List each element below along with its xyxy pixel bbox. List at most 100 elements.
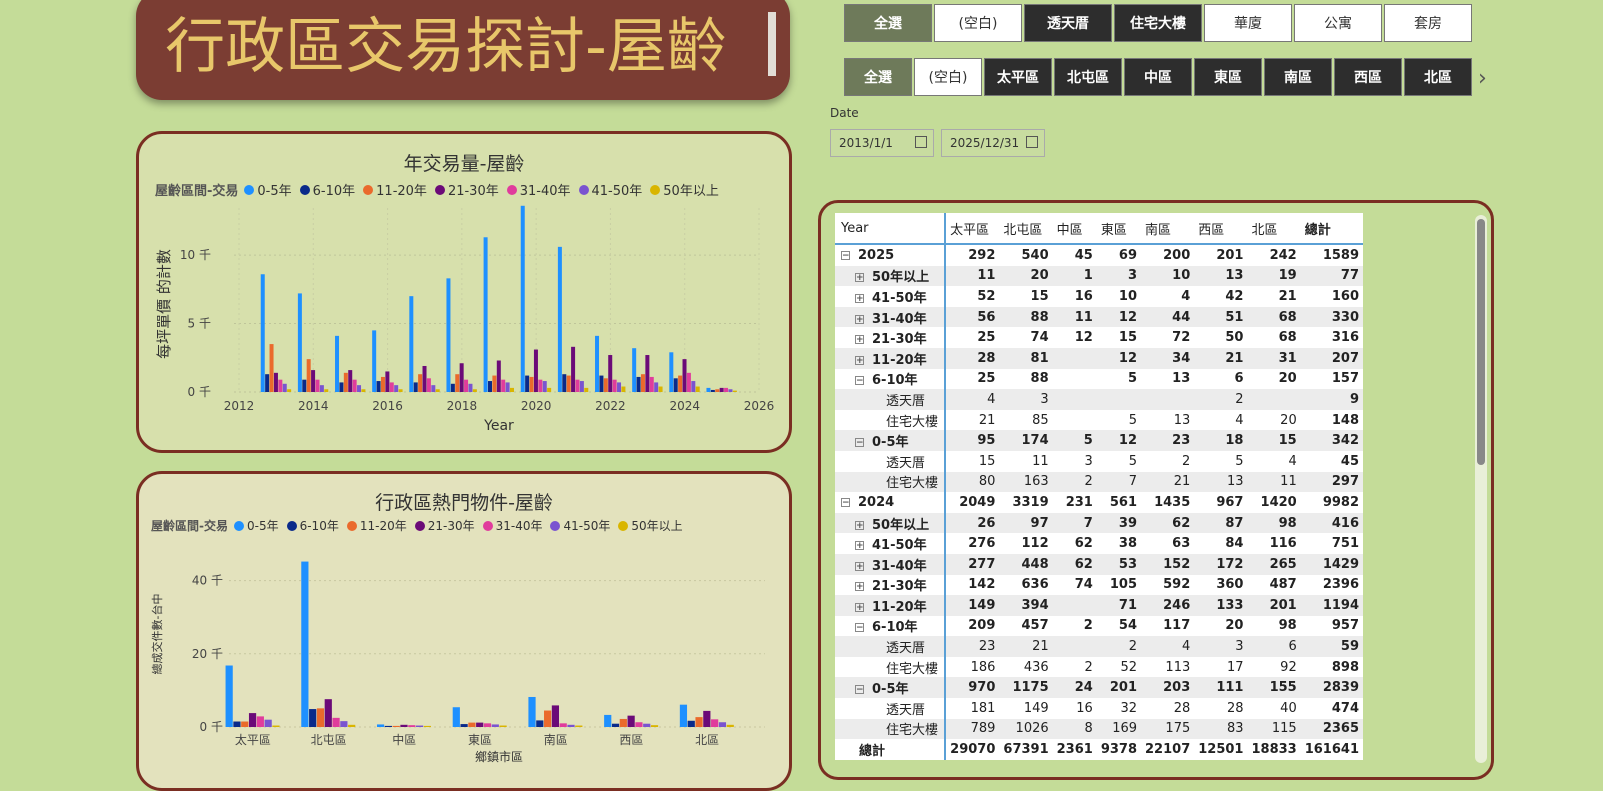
legend-item[interactable]: 0-5年 — [244, 180, 292, 199]
legend-item[interactable]: 21-30年 — [414, 517, 475, 534]
date-start-input[interactable]: 2013/1/1 — [830, 129, 934, 157]
expand-icon[interactable]: + — [855, 314, 864, 325]
bar-50年以上-2023 — [658, 386, 663, 392]
column-header[interactable]: 中區 — [1052, 213, 1097, 245]
legend-item[interactable]: 6-10年 — [299, 180, 355, 199]
bar-31-40年-2023 — [649, 376, 654, 392]
chevron-right-icon[interactable]: › — [1478, 66, 1487, 91]
expand-icon[interactable]: + — [855, 582, 864, 593]
district-slicer-option-4[interactable]: 中區 — [1124, 58, 1192, 96]
table-cell — [1141, 389, 1195, 410]
column-header[interactable]: 東區 — [1096, 213, 1142, 245]
table-cell — [1052, 347, 1097, 369]
column-header[interactable]: 南區 — [1141, 213, 1195, 245]
column-header[interactable]: 太平區 — [945, 213, 1000, 245]
collapse-icon[interactable]: − — [855, 685, 864, 696]
type-slicer-option-3[interactable]: 住宅大樓 — [1114, 4, 1202, 42]
column-header[interactable]: Year — [835, 213, 947, 245]
type-slicer-option-0[interactable]: 全選 — [844, 4, 932, 42]
collapse-icon[interactable]: − — [841, 497, 850, 508]
column-header[interactable]: 總計 — [1300, 213, 1363, 245]
column-header[interactable]: 北區 — [1247, 213, 1301, 245]
bar-41-50年-北區 — [718, 722, 727, 727]
collapse-icon[interactable]: − — [855, 376, 864, 387]
x-tick-label: 中區 — [392, 732, 416, 747]
expand-icon[interactable]: + — [855, 602, 864, 613]
table-cell: 68 — [1247, 306, 1301, 328]
legend-item[interactable]: 6-10年 — [286, 517, 339, 534]
calendar-icon[interactable] — [1026, 136, 1038, 148]
expand-icon[interactable]: + — [855, 520, 864, 531]
table-cell: 360 — [1216, 577, 1244, 593]
table-cell: 6 — [1234, 371, 1244, 387]
legend-item[interactable]: 11-20年 — [363, 180, 427, 199]
collapse-icon[interactable]: − — [841, 250, 850, 261]
bar-0-5年-中區 — [376, 724, 385, 727]
expand-icon[interactable]: + — [855, 541, 864, 552]
legend-item[interactable]: 41-50年 — [550, 517, 610, 534]
bar-21-30年-2017 — [422, 365, 427, 392]
column-header[interactable]: 北屯區 — [999, 213, 1053, 245]
table-row: −6-10年 209 457 2 54 117 20 98 957 — [835, 615, 1363, 637]
collapse-icon[interactable]: − — [855, 438, 864, 449]
expand-icon[interactable]: + — [855, 335, 864, 346]
district-slicer-option-0[interactable]: 全選 — [844, 58, 912, 96]
district-slicer-option-5[interactable]: 東區 — [1194, 58, 1262, 96]
expand-icon[interactable]: + — [855, 293, 864, 304]
row-label: 31-40年 — [872, 311, 927, 327]
district-slicer-option-2[interactable]: 太平區 — [984, 58, 1052, 96]
district-slicer-option-7[interactable]: 西區 — [1334, 58, 1402, 96]
type-slicer-option-4[interactable]: 華廈 — [1204, 4, 1292, 42]
row-label: 透天厝 — [886, 641, 926, 657]
type-slicer-option-6[interactable]: 套房 — [1384, 4, 1472, 42]
type-slicer-option-2[interactable]: 透天厝 — [1024, 4, 1112, 42]
legend-item[interactable]: 11-20年 — [346, 517, 407, 534]
bar-41-50年-2016 — [394, 385, 399, 392]
bar-31-40年-2014 — [315, 379, 320, 392]
bar-11-20年-太平區 — [241, 721, 249, 727]
column-header[interactable]: 西區 — [1194, 213, 1248, 245]
district-slicer-option-3[interactable]: 北屯區 — [1054, 58, 1122, 96]
table-cell: 15 — [1118, 330, 1138, 346]
table-cell: 448 — [999, 553, 1053, 575]
bar-31-40年-北區 — [711, 719, 719, 727]
legend-item[interactable]: 50年以上 — [650, 180, 719, 199]
row-header-cell: +31-40年 — [835, 306, 947, 328]
table-cell: 149 — [945, 595, 1000, 616]
table-row: +31-40年 56 88 11 12 44 51 68 330 — [835, 306, 1363, 328]
bar-21-30年-2013 — [273, 372, 278, 392]
bar-31-40年-北屯區 — [332, 717, 340, 727]
legend-item[interactable]: 31-40年 — [482, 517, 542, 534]
legend-item[interactable]: 50年以上 — [618, 517, 683, 534]
legend-item[interactable]: 41-50年 — [578, 180, 642, 199]
bar-41-50年-2025 — [728, 389, 733, 392]
expand-icon[interactable]: + — [855, 561, 864, 572]
collapse-icon[interactable]: − — [855, 623, 864, 634]
bar-0-5年-2021 — [557, 246, 562, 392]
expand-icon[interactable]: + — [855, 273, 864, 284]
table-cell: 44 — [1141, 306, 1195, 328]
type-slicer-option-5[interactable]: 公寓 — [1294, 4, 1382, 42]
table-cell: 18833 — [1251, 742, 1297, 758]
date-end-input[interactable]: 2025/12/31 — [941, 129, 1045, 157]
table-cell: 69 — [1118, 247, 1138, 263]
district-slicer-option-6[interactable]: 南區 — [1264, 58, 1332, 96]
legend-item[interactable]: 21-30年 — [434, 180, 499, 199]
x-tick-label: 太平區 — [235, 732, 271, 747]
table-cell: 13 — [1194, 265, 1248, 287]
bar-31-40年-2022 — [612, 379, 617, 392]
row-label: 住宅大樓 — [886, 723, 939, 739]
legend-item[interactable]: 31-40年 — [506, 180, 571, 199]
scrollbar-thumb[interactable] — [1477, 219, 1485, 465]
calendar-icon[interactable] — [915, 136, 927, 148]
bar-41-50年-2015 — [357, 385, 362, 392]
bar-21-30年-2018 — [459, 363, 464, 392]
district-slicer-option-8[interactable]: 北區 — [1404, 58, 1472, 96]
expand-icon[interactable]: + — [855, 355, 864, 366]
row-label: 透天厝 — [886, 393, 926, 409]
bar-0-5年-2016 — [372, 330, 377, 392]
type-slicer-option-1[interactable]: (空白) — [934, 4, 1022, 42]
legend-item[interactable]: 0-5年 — [233, 517, 279, 534]
district-slicer-option-1[interactable]: (空白) — [914, 58, 982, 96]
